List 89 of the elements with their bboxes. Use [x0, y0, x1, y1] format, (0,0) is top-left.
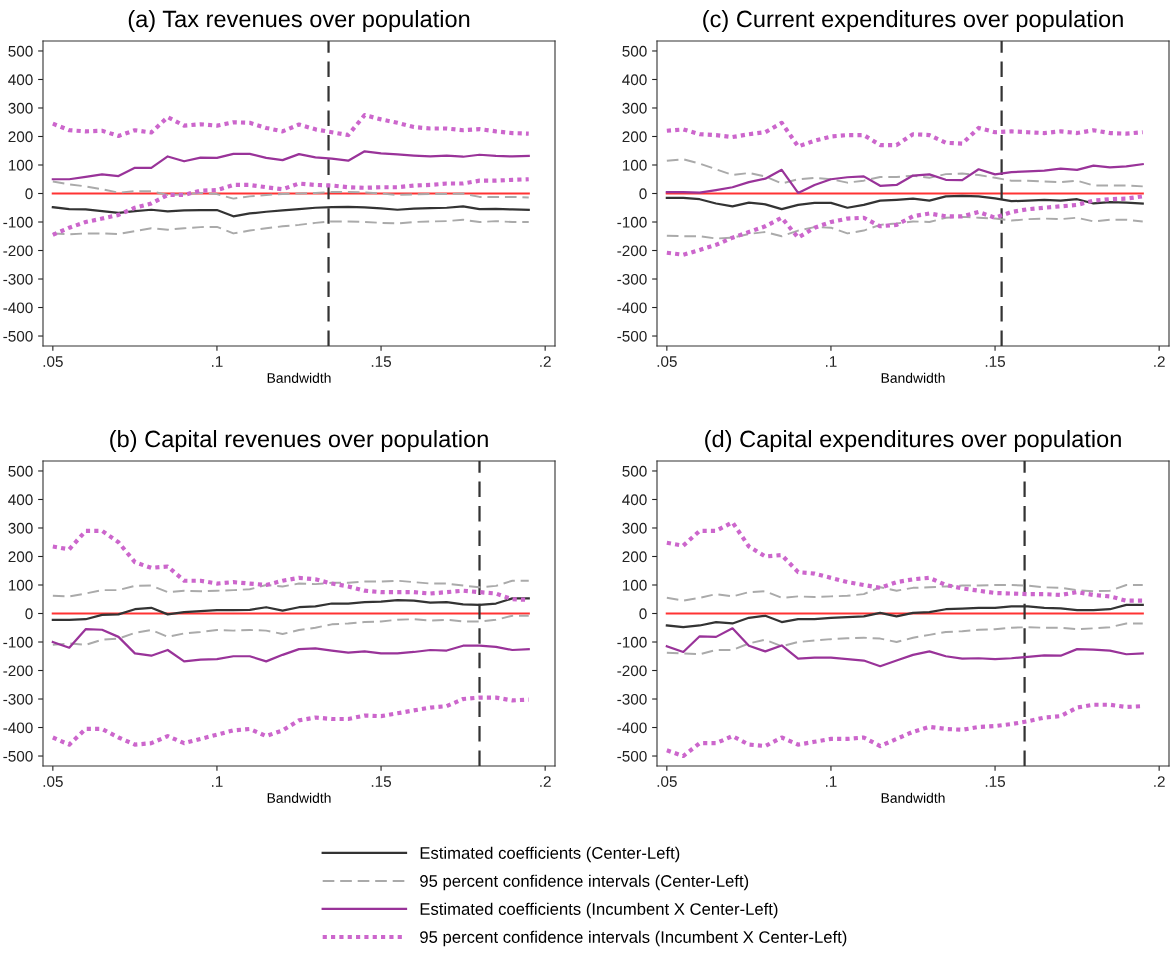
y-tick-label: -100 [617, 636, 647, 648]
y-tick-label: 200 [622, 131, 647, 143]
chart-title: (d) Capital expenditures over population [705, 430, 1121, 453]
x-tick-label: .05 [657, 776, 677, 787]
x-tick-label: .05 [43, 776, 63, 787]
line-series [665, 627, 1144, 668]
x-tick-label: .2 [540, 356, 551, 367]
y-tick-label: -200 [617, 245, 647, 257]
y-tick-label: 100 [622, 579, 647, 591]
y-tick-label: 100 [8, 579, 33, 591]
y-tick-label: -200 [617, 665, 647, 677]
y-tick-label: 500 [8, 45, 33, 57]
y-tick-label: 300 [8, 102, 33, 114]
y-tick-label: -400 [3, 302, 33, 314]
line-series [50, 177, 531, 237]
y-tick-label: -100 [3, 636, 33, 648]
line-series [50, 113, 531, 139]
y-tick-label: 500 [622, 465, 647, 477]
line-series [50, 695, 531, 747]
line-series [51, 579, 530, 598]
y-tick-label: -400 [3, 722, 33, 734]
line-series [665, 622, 1144, 656]
y-tick-label: -100 [3, 216, 33, 228]
y-tick-label: 0 [25, 188, 33, 200]
x-tick-label: .1 [211, 356, 223, 367]
y-tick-label: -300 [3, 273, 33, 285]
x-tick-label: .15 [371, 356, 392, 367]
y-tick-label: -100 [617, 216, 647, 228]
y-tick-label: 500 [8, 465, 33, 477]
line-series [665, 158, 1144, 188]
x-tick-label: .1 [211, 776, 223, 787]
line-series [51, 180, 530, 200]
y-tick-label: 0 [639, 188, 647, 200]
line-series [51, 614, 530, 646]
y-tick-label: -500 [617, 750, 647, 762]
x-axis-title: Bandwidth [881, 792, 945, 803]
y-tick-label: 300 [8, 522, 33, 534]
line-series [665, 215, 1144, 240]
chart-title: (b) Capital revenues over population [110, 430, 488, 453]
line-series [665, 163, 1144, 195]
y-tick-label: -400 [617, 722, 647, 734]
y-tick-label: -500 [617, 330, 647, 342]
line-series [665, 584, 1144, 602]
chart-title: (c) Current expenditures over population [703, 10, 1123, 33]
y-tick-label: -200 [3, 245, 33, 257]
y-tick-label: 400 [622, 494, 647, 506]
x-tick-label: .2 [1154, 776, 1165, 787]
x-tick-label: .2 [1154, 356, 1165, 367]
x-axis-title: Bandwidth [881, 372, 945, 383]
x-axis-title: Bandwidth [267, 372, 331, 383]
y-tick-label: 500 [622, 45, 647, 57]
line-series [664, 194, 1145, 257]
x-tick-label: .15 [985, 776, 1006, 787]
y-tick-label: 100 [622, 159, 647, 171]
x-tick-label: .05 [43, 356, 63, 367]
y-tick-label: 400 [8, 74, 33, 86]
legend-label: Estimated coefficients (Incumbent X Center-Left) [420, 902, 778, 919]
x-tick-label: .1 [825, 776, 837, 787]
legend-label: 95 percent confidence intervals (Center-Left) [420, 874, 749, 891]
x-tick-label: .05 [657, 356, 677, 367]
y-tick-label: -500 [3, 750, 33, 762]
y-tick-label: 0 [25, 608, 33, 620]
y-tick-label: -200 [3, 665, 33, 677]
x-tick-label: .15 [985, 356, 1006, 367]
y-tick-label: 300 [622, 522, 647, 534]
x-tick-label: .15 [371, 776, 392, 787]
y-tick-label: 200 [8, 551, 33, 563]
y-tick-label: 100 [8, 159, 33, 171]
y-tick-label: -300 [617, 273, 647, 285]
x-tick-label: .1 [825, 356, 837, 367]
x-tick-label: .2 [540, 776, 551, 787]
y-tick-label: -500 [3, 330, 33, 342]
legend-label: Estimated coefficients (Center-Left) [420, 846, 680, 863]
line-series [51, 150, 530, 181]
y-tick-label: 400 [622, 74, 647, 86]
chart-title: (a) Tax revenues over population [128, 10, 470, 33]
y-tick-label: -400 [617, 302, 647, 314]
y-tick-label: 300 [622, 102, 647, 114]
y-tick-label: 0 [639, 608, 647, 620]
y-tick-label: 200 [622, 551, 647, 563]
y-tick-label: -300 [3, 693, 33, 705]
y-tick-label: 400 [8, 494, 33, 506]
y-tick-label: 200 [8, 131, 33, 143]
y-tick-label: -300 [617, 693, 647, 705]
line-series [51, 628, 530, 663]
legend-label: 95 percent confidence intervals (Incumbent X Center-Left) [420, 930, 847, 947]
x-axis-title: Bandwidth [267, 792, 331, 803]
line-series [664, 120, 1145, 149]
line-series [664, 520, 1145, 603]
